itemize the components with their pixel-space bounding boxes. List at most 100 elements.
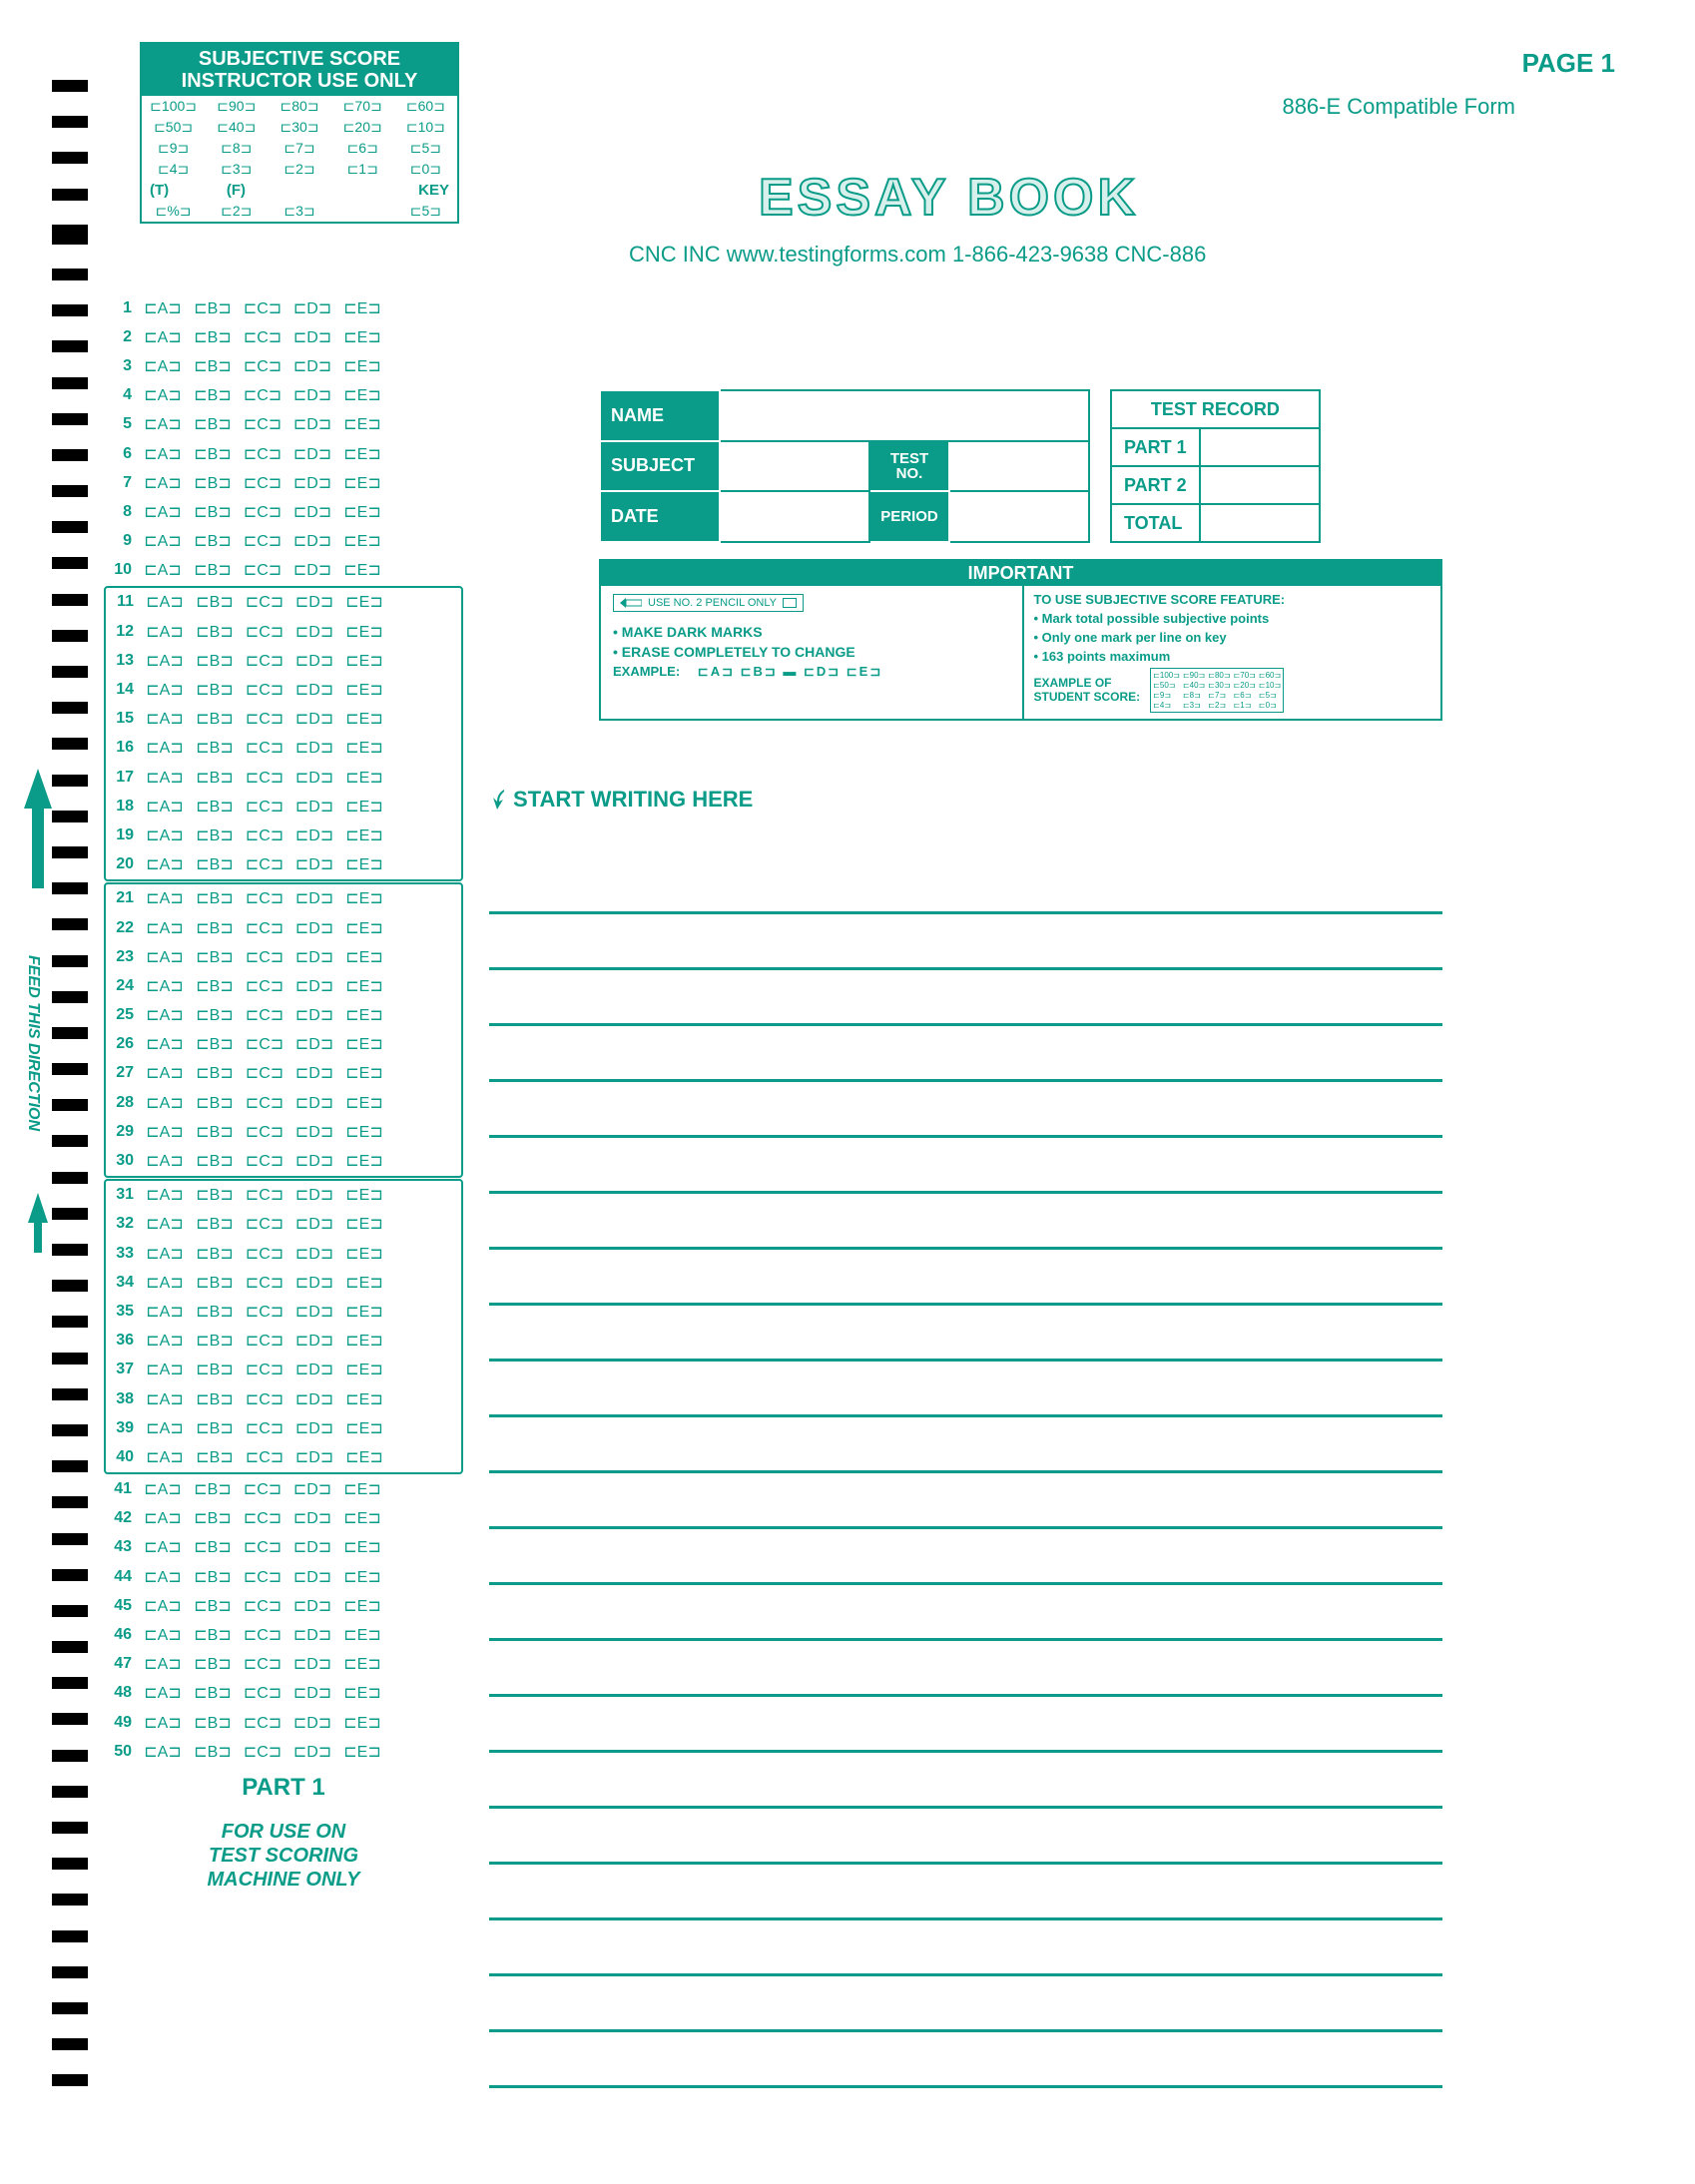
answer-bubble-b[interactable]: ⊏B⊐ [190,709,240,729]
answer-bubble-e[interactable]: ⊏E⊐ [337,1567,387,1587]
answer-bubble-c[interactable]: ⊏C⊐ [240,854,289,874]
answer-bubble-e[interactable]: ⊏E⊐ [337,1742,387,1762]
answer-bubble-b[interactable]: ⊏B⊐ [190,797,240,817]
answer-bubble-a[interactable]: ⊏A⊐ [140,1214,190,1234]
answer-bubble-a[interactable]: ⊏A⊐ [140,1273,190,1293]
essay-line[interactable] [489,914,1442,970]
answer-bubble-b[interactable]: ⊏B⊐ [188,444,238,464]
answer-bubble-b[interactable]: ⊏B⊐ [190,1214,240,1234]
subj-bubble[interactable]: ⊏20⊐ [331,117,394,138]
subj-bubble[interactable]: ⊏3⊐ [205,159,268,180]
record-total-field[interactable] [1200,504,1320,542]
answer-bubble-a[interactable]: ⊏A⊐ [140,1151,190,1171]
answer-bubble-e[interactable]: ⊏E⊐ [339,854,389,874]
answer-bubble-a[interactable]: ⊏A⊐ [140,1302,190,1322]
answer-bubble-d[interactable]: ⊏D⊐ [287,444,337,464]
answer-bubble-c[interactable]: ⊏C⊐ [238,385,287,405]
answer-bubble-c[interactable]: ⊏C⊐ [240,592,289,612]
subj-bubble[interactable]: ⊏1⊐ [331,159,394,180]
answer-bubble-b[interactable]: ⊏B⊐ [190,1185,240,1205]
answer-bubble-c[interactable]: ⊏C⊐ [240,947,289,967]
answer-bubble-c[interactable]: ⊏C⊐ [238,1596,287,1616]
answer-bubble-d[interactable]: ⊏D⊐ [289,1063,339,1083]
answer-bubble-d[interactable]: ⊏D⊐ [289,1360,339,1379]
answer-bubble-b[interactable]: ⊏B⊐ [190,854,240,874]
answer-bubble-c[interactable]: ⊏C⊐ [240,651,289,671]
answer-bubble-a[interactable]: ⊏A⊐ [140,1331,190,1351]
pct-bubble[interactable] [331,201,394,222]
answer-bubble-a[interactable]: ⊏A⊐ [138,1596,188,1616]
answer-bubble-e[interactable]: ⊏E⊐ [339,888,389,908]
answer-bubble-c[interactable]: ⊏C⊐ [240,1122,289,1142]
answer-bubble-a[interactable]: ⊏A⊐ [140,1034,190,1054]
answer-bubble-c[interactable]: ⊏C⊐ [240,976,289,996]
answer-bubble-c[interactable]: ⊏C⊐ [240,825,289,845]
answer-bubble-b[interactable]: ⊏B⊐ [190,1360,240,1379]
subj-bubble[interactable]: ⊏5⊐ [394,138,457,159]
answer-bubble-e[interactable]: ⊏E⊐ [339,1005,389,1025]
answer-bubble-d[interactable]: ⊏D⊐ [289,825,339,845]
answer-bubble-b[interactable]: ⊏B⊐ [190,1151,240,1171]
answer-bubble-b[interactable]: ⊏B⊐ [190,622,240,642]
answer-bubble-b[interactable]: ⊏B⊐ [188,473,238,493]
answer-bubble-c[interactable]: ⊏C⊐ [240,1273,289,1293]
answer-bubble-a[interactable]: ⊏A⊐ [138,1683,188,1703]
subj-bubble[interactable]: ⊏2⊐ [268,159,330,180]
answer-bubble-a[interactable]: ⊏A⊐ [138,1567,188,1587]
essay-line[interactable] [489,1920,1442,1976]
answer-bubble-d[interactable]: ⊏D⊐ [289,1122,339,1142]
answer-bubble-c[interactable]: ⊏C⊐ [240,1063,289,1083]
answer-bubble-b[interactable]: ⊏B⊐ [188,531,238,551]
answer-bubble-c[interactable]: ⊏C⊐ [240,1034,289,1054]
answer-bubble-d[interactable]: ⊏D⊐ [289,918,339,938]
answer-bubble-c[interactable]: ⊏C⊐ [240,1005,289,1025]
subj-bubble[interactable]: ⊏100⊐ [142,96,205,117]
answer-bubble-e[interactable]: ⊏E⊐ [339,797,389,817]
answer-bubble-a[interactable]: ⊏A⊐ [140,1389,190,1409]
pct-bubble[interactable]: ⊏2⊐ [205,201,268,222]
answer-bubble-d[interactable]: ⊏D⊐ [289,709,339,729]
answer-bubble-e[interactable]: ⊏E⊐ [339,1302,389,1322]
answer-bubble-d[interactable]: ⊏D⊐ [289,1389,339,1409]
answer-bubble-c[interactable]: ⊏C⊐ [238,560,287,580]
answer-bubble-d[interactable]: ⊏D⊐ [289,1185,339,1205]
answer-bubble-d[interactable]: ⊏D⊐ [289,1093,339,1113]
answer-bubble-c[interactable]: ⊏C⊐ [240,768,289,788]
answer-bubble-b[interactable]: ⊏B⊐ [188,1654,238,1674]
subj-bubble[interactable]: ⊏70⊐ [331,96,394,117]
answer-bubble-c[interactable]: ⊏C⊐ [238,1508,287,1528]
answer-bubble-a[interactable]: ⊏A⊐ [140,1418,190,1438]
essay-line[interactable] [489,1306,1442,1362]
answer-bubble-e[interactable]: ⊏E⊐ [337,327,387,347]
answer-bubble-c[interactable]: ⊏C⊐ [240,1418,289,1438]
answer-bubble-d[interactable]: ⊏D⊐ [287,1479,337,1499]
answer-bubble-d[interactable]: ⊏D⊐ [289,1302,339,1322]
essay-line[interactable] [489,1641,1442,1697]
answer-bubble-c[interactable]: ⊏C⊐ [238,1683,287,1703]
answer-bubble-a[interactable]: ⊏A⊐ [138,1479,188,1499]
subj-bubble[interactable]: ⊏8⊐ [205,138,268,159]
essay-line[interactable] [489,1362,1442,1417]
answer-bubble-a[interactable]: ⊏A⊐ [138,502,188,522]
answer-bubble-b[interactable]: ⊏B⊐ [190,947,240,967]
answer-bubble-d[interactable]: ⊏D⊐ [287,1654,337,1674]
answer-bubble-e[interactable]: ⊏E⊐ [339,1389,389,1409]
answer-bubble-a[interactable]: ⊏A⊐ [140,592,190,612]
answer-bubble-d[interactable]: ⊏D⊐ [287,1567,337,1587]
answer-bubble-b[interactable]: ⊏B⊐ [188,385,238,405]
answer-bubble-c[interactable]: ⊏C⊐ [238,1567,287,1587]
subj-bubble[interactable]: ⊏6⊐ [331,138,394,159]
answer-bubble-b[interactable]: ⊏B⊐ [188,560,238,580]
answer-bubble-e[interactable]: ⊏E⊐ [339,1093,389,1113]
essay-writing-area[interactable] [489,858,1442,2088]
answer-bubble-d[interactable]: ⊏D⊐ [287,298,337,318]
answer-bubble-e[interactable]: ⊏E⊐ [337,531,387,551]
answer-bubble-e[interactable]: ⊏E⊐ [339,738,389,758]
pct-bubble[interactable]: ⊏5⊐ [394,201,457,222]
answer-bubble-a[interactable]: ⊏A⊐ [140,1005,190,1025]
answer-bubble-e[interactable]: ⊏E⊐ [337,1683,387,1703]
answer-bubble-d[interactable]: ⊏D⊐ [289,680,339,700]
answer-bubble-b[interactable]: ⊏B⊐ [188,327,238,347]
answer-bubble-a[interactable]: ⊏A⊐ [138,1625,188,1645]
answer-bubble-e[interactable]: ⊏E⊐ [337,1596,387,1616]
